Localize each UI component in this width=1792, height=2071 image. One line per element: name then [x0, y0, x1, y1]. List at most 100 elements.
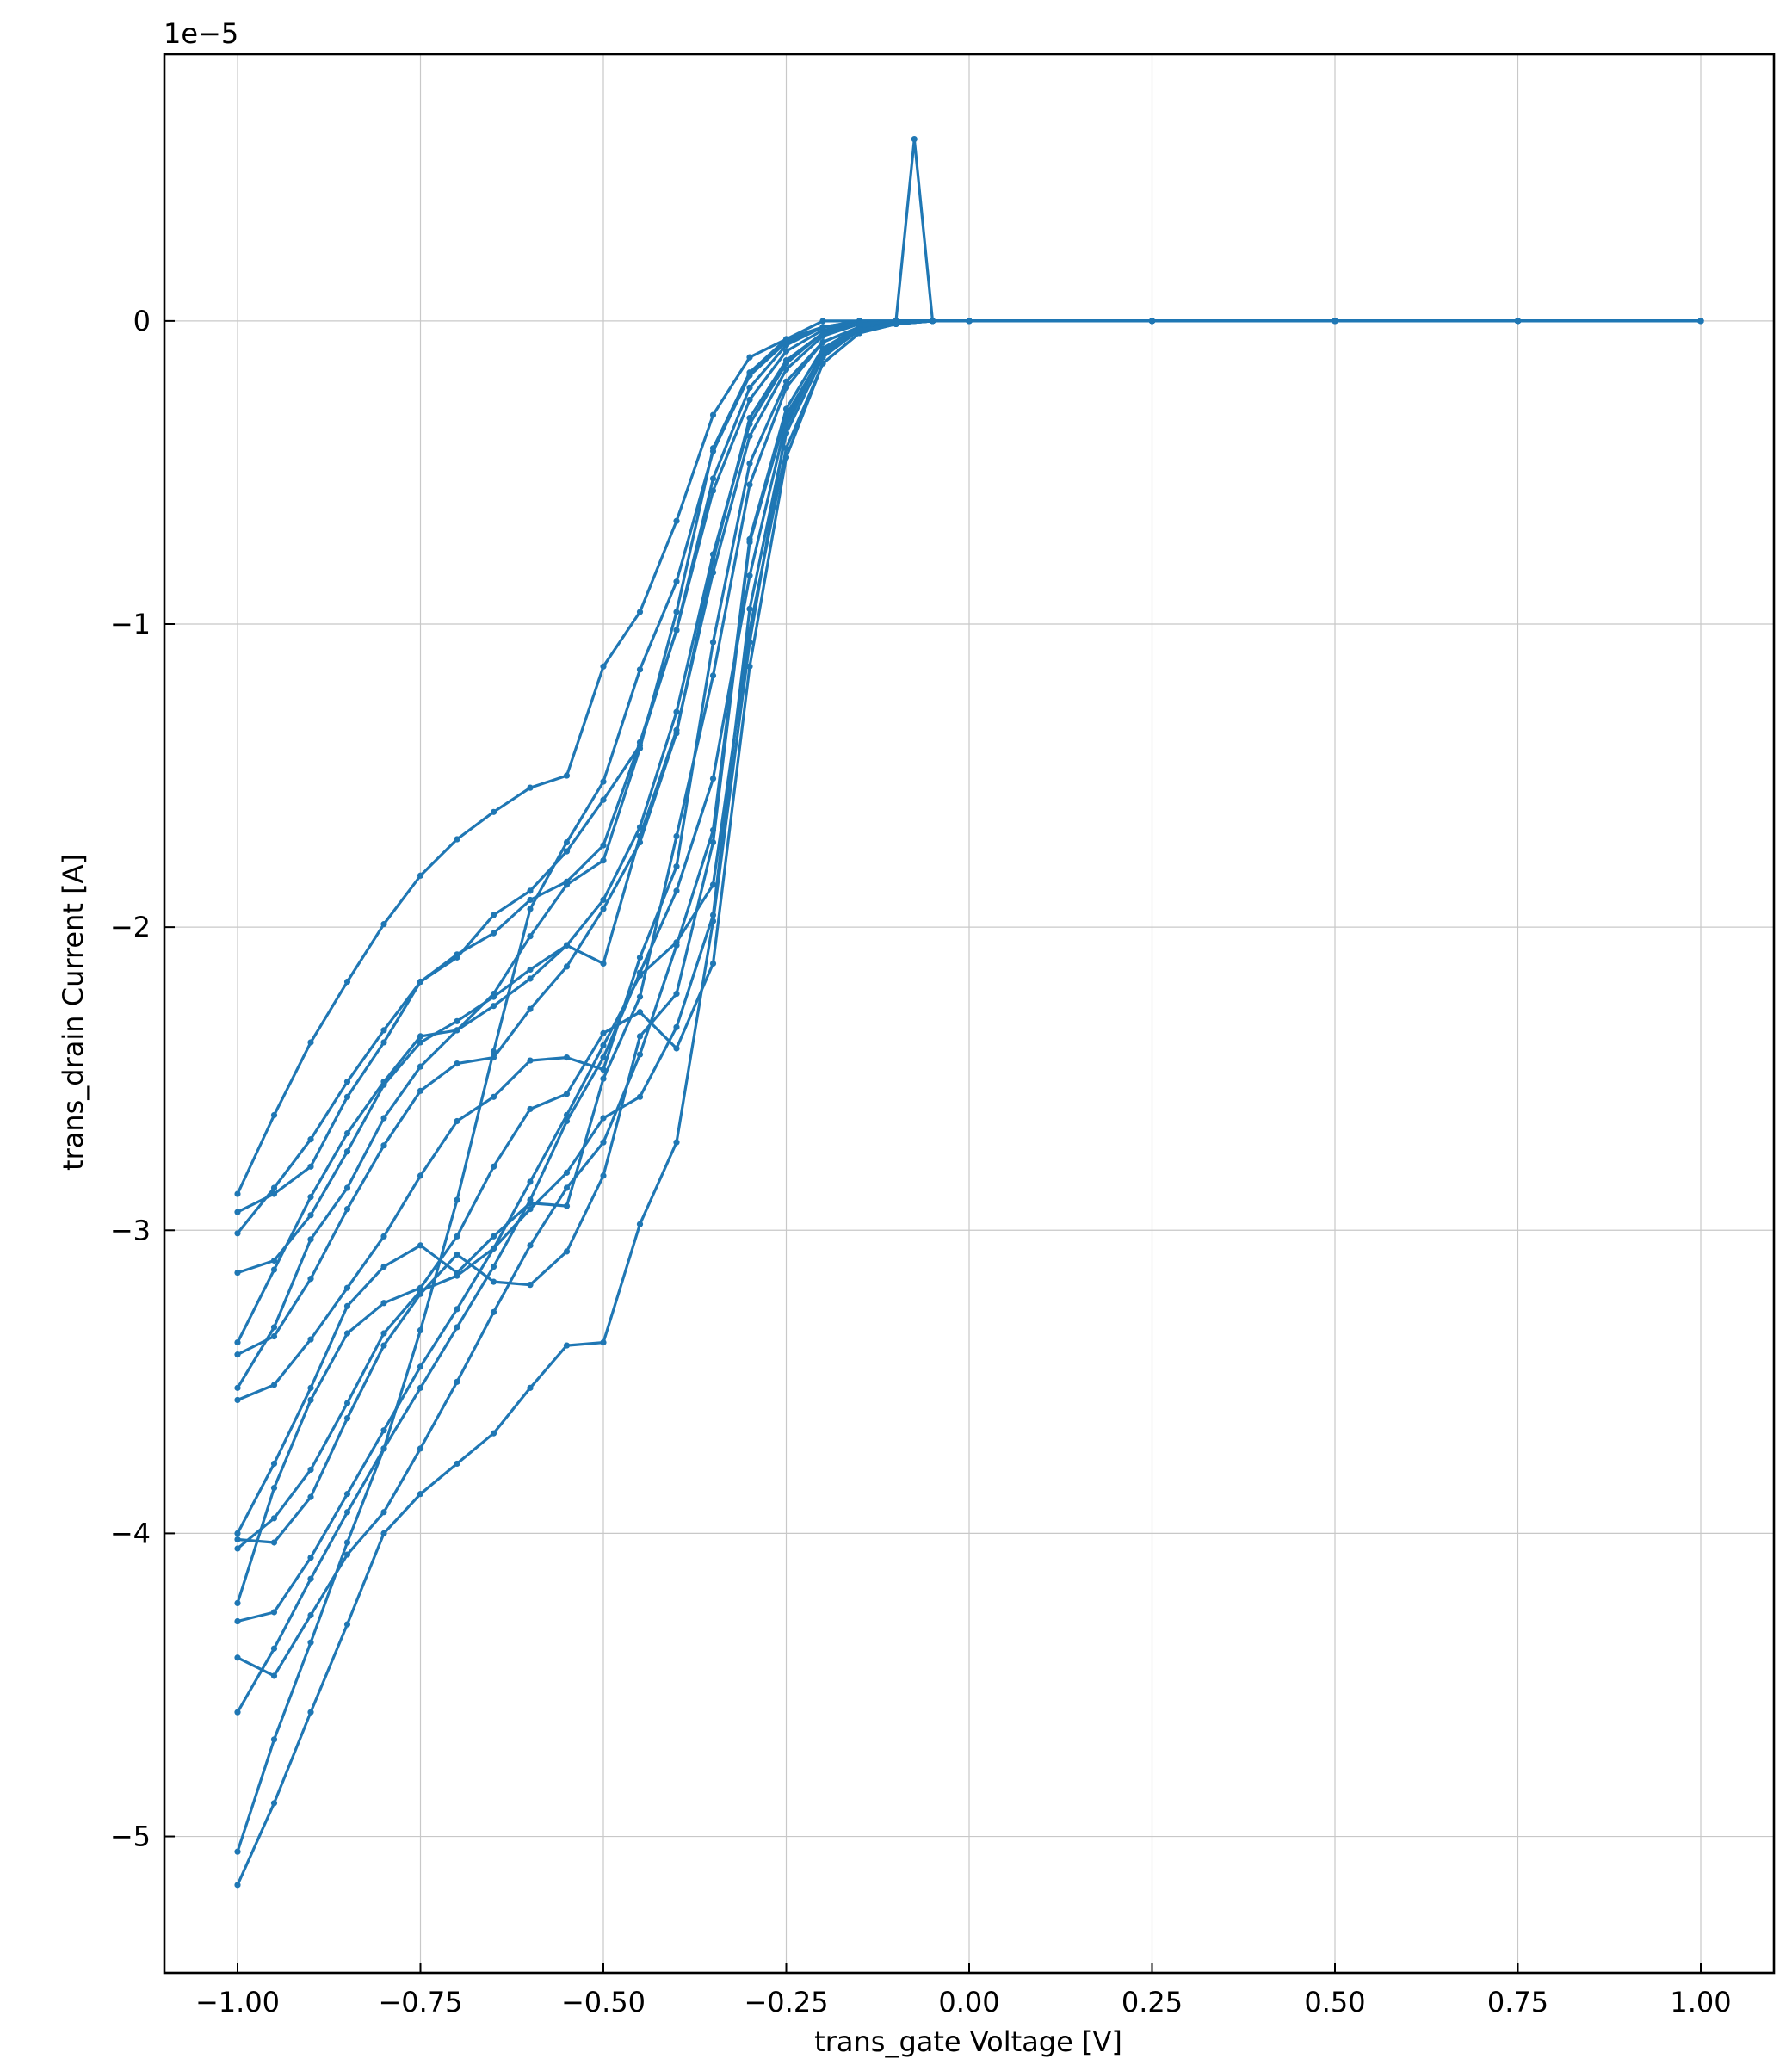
data-point: [270, 1672, 278, 1679]
data-point: [234, 1545, 241, 1552]
data-point: [709, 838, 717, 846]
data-point: [234, 1882, 241, 1889]
data-point: [856, 326, 863, 334]
data-point: [417, 1445, 424, 1452]
data-point: [307, 1276, 314, 1283]
data-point: [417, 1172, 424, 1179]
data-point: [490, 1003, 497, 1010]
data-point: [417, 1242, 424, 1249]
data-point: [746, 354, 753, 361]
x-tick-label: −0.75: [378, 1986, 462, 2018]
data-point: [454, 1117, 460, 1125]
data-point: [307, 1554, 314, 1561]
data-point: [234, 1709, 241, 1716]
data-point: [527, 896, 534, 904]
data-point: [600, 857, 607, 864]
x-axis-label: trans_gate Voltage [V]: [814, 2025, 1122, 2058]
data-point: [380, 1039, 387, 1046]
data-point: [343, 1129, 351, 1137]
data-point: [454, 1460, 460, 1468]
data-point: [417, 1491, 424, 1498]
data-point: [527, 1282, 534, 1289]
data-point: [234, 1269, 241, 1277]
data-point: [234, 1209, 241, 1215]
data-point: [673, 832, 680, 840]
data-point: [454, 836, 460, 843]
x-tick-label: −1.00: [195, 1986, 280, 2018]
y-scale-label: 1e−5: [164, 17, 238, 50]
data-point: [782, 348, 790, 355]
data-point: [343, 1414, 351, 1422]
data-point: [1514, 318, 1522, 325]
data-point: [673, 517, 680, 524]
data-point: [307, 1384, 314, 1391]
data-point: [270, 1484, 278, 1492]
data-point: [819, 348, 826, 355]
data-point: [454, 1017, 460, 1024]
data-point: [600, 1172, 607, 1179]
data-point: [490, 1163, 497, 1170]
data-point: [490, 1430, 497, 1437]
data-point: [270, 1332, 278, 1340]
data-point: [343, 978, 351, 986]
x-tick-label: 0.50: [1304, 1986, 1365, 2018]
data-point: [563, 772, 571, 779]
data-point: [600, 1054, 607, 1061]
data-point: [673, 1045, 680, 1052]
data-point: [746, 535, 753, 543]
data-point: [600, 960, 607, 967]
data-point: [454, 1378, 460, 1385]
x-tick-label: −0.50: [561, 1986, 646, 2018]
data-point: [454, 1060, 460, 1067]
data-point: [856, 320, 863, 327]
data-point: [673, 726, 680, 733]
data-point: [709, 569, 717, 576]
data-point: [343, 1079, 351, 1085]
data-point: [673, 863, 680, 870]
data-point: [782, 357, 790, 364]
data-point: [454, 954, 460, 961]
x-tick-label: −0.25: [744, 1986, 828, 2018]
data-point: [636, 609, 644, 615]
data-point: [600, 906, 607, 912]
data-point: [490, 1308, 497, 1315]
data-point: [380, 1142, 387, 1149]
data-point: [490, 1278, 497, 1285]
data-point: [527, 1196, 534, 1203]
data-point: [417, 1326, 424, 1334]
y-tick-label: −5: [110, 1821, 151, 1853]
data-point: [343, 1284, 351, 1291]
y-tick-label: −2: [110, 911, 151, 943]
data-point: [527, 1178, 534, 1185]
data-point: [380, 1233, 387, 1240]
data-point: [636, 1051, 644, 1058]
data-point: [380, 1263, 387, 1270]
data-point: [600, 1338, 607, 1346]
data-point: [563, 1054, 571, 1061]
data-point: [343, 1400, 351, 1406]
y-tick-label: 0: [133, 305, 151, 337]
data-point: [819, 360, 826, 367]
data-point: [343, 1148, 351, 1155]
data-point: [490, 1233, 497, 1240]
data-point: [380, 1530, 387, 1537]
data-point: [709, 775, 717, 782]
data-point: [563, 942, 571, 949]
data-point: [636, 745, 644, 751]
data-point: [636, 1033, 644, 1040]
data-point: [380, 1079, 387, 1085]
data-point: [417, 1039, 424, 1046]
data-point: [234, 1351, 241, 1358]
data-point: [746, 396, 753, 404]
data-point: [746, 572, 753, 579]
data-point: [490, 1093, 497, 1100]
data-point: [600, 1042, 607, 1049]
data-point: [527, 975, 534, 982]
data-point: [1697, 318, 1704, 325]
data-point: [709, 672, 717, 679]
data-point: [746, 460, 753, 467]
data-point: [234, 1848, 241, 1855]
data-point: [600, 663, 607, 670]
data-point: [270, 1382, 278, 1388]
data-point: [673, 578, 680, 585]
